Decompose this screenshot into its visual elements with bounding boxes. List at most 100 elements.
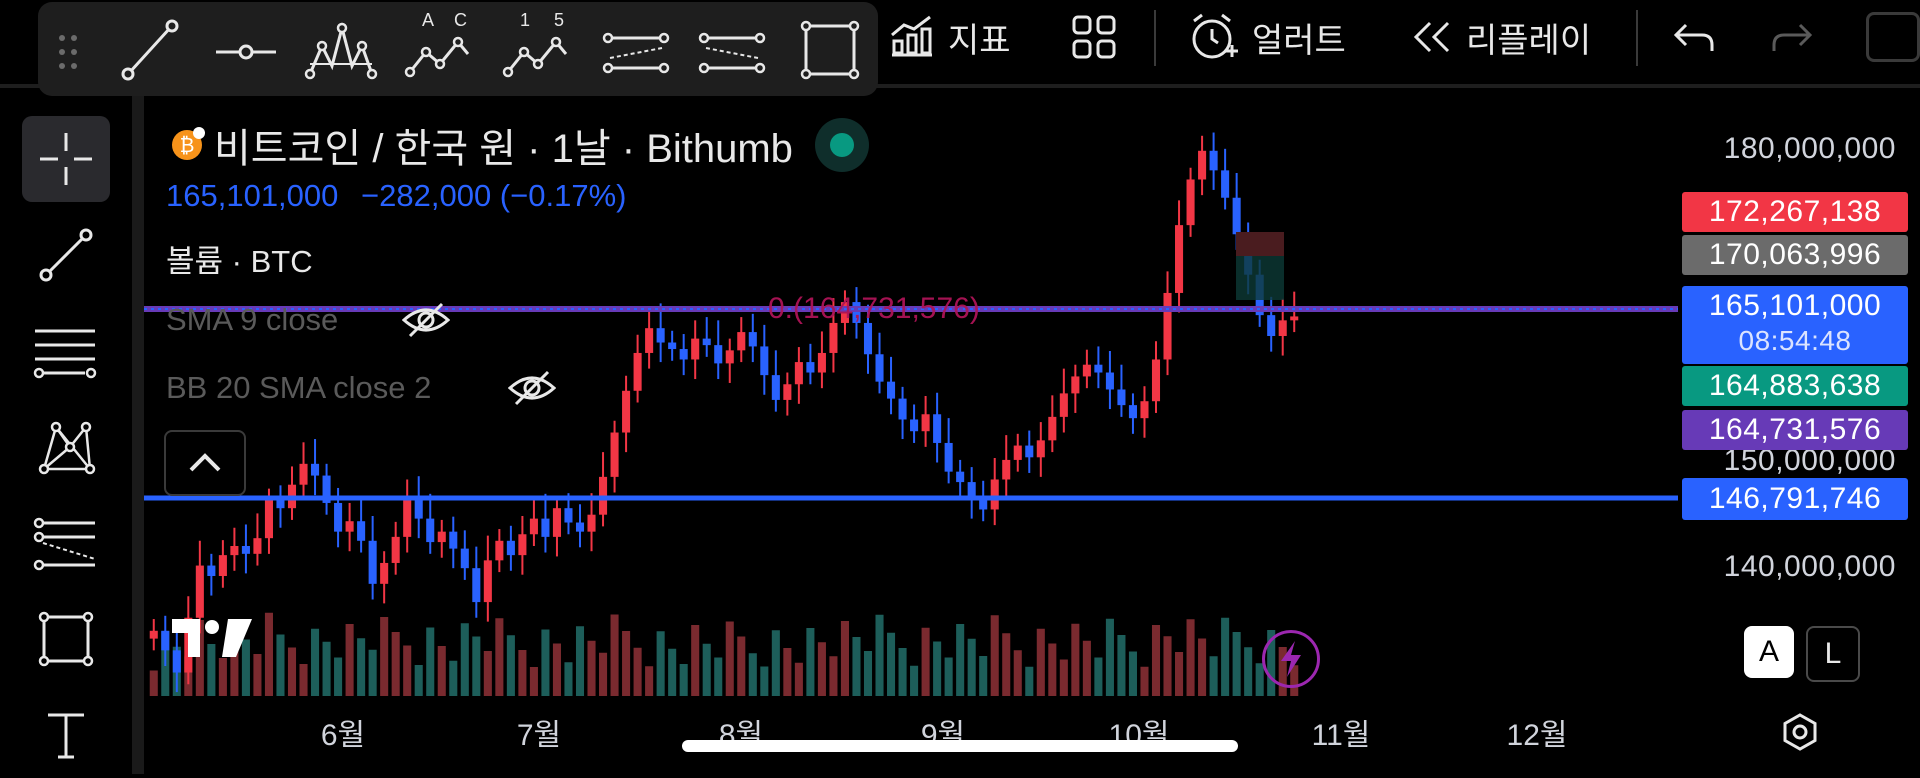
candles [149, 132, 1299, 693]
candle-body [380, 562, 389, 584]
price-tag-sma[interactable]: 164,731,576 [1682, 410, 1908, 450]
candle-body [299, 463, 308, 485]
volume-bar [575, 626, 585, 696]
undo-button[interactable] [1672, 12, 1716, 62]
crosshair-icon [40, 133, 92, 185]
rectangle-tool[interactable] [22, 596, 110, 682]
candle-body [276, 500, 285, 509]
bitcoin-logo-icon: ₿ [172, 127, 205, 160]
market-open-dot-icon [829, 133, 854, 157]
volume-bar [1071, 623, 1080, 696]
prediction-tool[interactable] [22, 500, 110, 586]
elliott-wave-tool[interactable]: 1 5 [498, 10, 574, 84]
volume-bar [944, 657, 953, 696]
market-status[interactable] [814, 118, 869, 172]
sma-legend[interactable]: SMA 9 close [166, 302, 339, 337]
volume-bar [1186, 619, 1195, 696]
elliott-wave-icon [502, 36, 568, 78]
candle-body [863, 322, 873, 355]
volume-bar [1128, 651, 1137, 696]
candle-body [840, 302, 849, 323]
volume-bar [863, 651, 873, 696]
horizontal-line-icon [216, 44, 276, 60]
regression-trend-tool[interactable] [694, 16, 770, 84]
divider [0, 84, 1920, 88]
volume-bar [806, 628, 815, 696]
divider [1154, 10, 1156, 66]
candlestick-chart[interactable] [144, 96, 1678, 696]
candle-body [460, 548, 469, 569]
tradingview-logo[interactable] [170, 615, 254, 661]
auto-scale-button[interactable]: A [1744, 626, 1794, 678]
xabcd-pattern-icon [38, 421, 96, 475]
horizontal-ray-tool[interactable] [208, 16, 284, 84]
candle-body [506, 540, 515, 556]
layout-button[interactable] [1070, 12, 1118, 62]
eye-crossed-icon[interactable] [508, 368, 556, 408]
trend-line-icon [121, 19, 179, 81]
quick-actions-button[interactable] [1262, 630, 1320, 688]
candle-body [806, 362, 815, 373]
candle-body [218, 555, 227, 576]
rewind-icon [1413, 21, 1450, 53]
position-stop-zone[interactable] [1236, 232, 1284, 256]
candle-body [195, 565, 204, 618]
volume-bar [1175, 652, 1184, 696]
volume-bar [1151, 625, 1161, 696]
text-tool[interactable] [22, 692, 110, 778]
wave-label-1: 1 [520, 10, 531, 30]
crosshair-tool[interactable] [22, 116, 110, 202]
position-target-zone[interactable] [1236, 256, 1284, 300]
volume-bar [840, 621, 849, 696]
volume-bar [656, 631, 665, 696]
volume-bar [230, 623, 239, 696]
indicators-button[interactable]: 지표 [888, 12, 1011, 62]
alarm-clock-plus-icon [1192, 13, 1238, 59]
drag-handle-icon[interactable] [56, 32, 80, 72]
volume-bar [1105, 618, 1114, 696]
volume-bar [1232, 632, 1241, 696]
bb-legend[interactable]: BB 20 SMA close 2 [166, 370, 432, 405]
rectangle-tool[interactable] [792, 16, 868, 84]
rectangle-icon [38, 611, 94, 667]
text-icon [48, 713, 84, 759]
symbol-title[interactable]: ₿ 비트코인 / 한국 원 · 1날 · Bithumb [168, 116, 869, 174]
collapse-legend-button[interactable] [164, 430, 246, 496]
price-tag-support[interactable]: 146,791,746 [1682, 478, 1908, 520]
trend-line-tool[interactable] [112, 16, 188, 84]
candle-body [541, 518, 550, 537]
volume-bar [760, 666, 769, 696]
log-scale-button[interactable]: L [1806, 626, 1860, 682]
parallel-channel-tool[interactable] [598, 16, 674, 84]
replay-label: 리플레이 [1466, 21, 1592, 60]
volume-bar [460, 623, 469, 696]
candle-body [391, 536, 400, 563]
head-shoulders-tool[interactable] [302, 16, 378, 84]
redo-button[interactable] [1770, 12, 1814, 62]
volume-bar [322, 641, 331, 696]
chart-pane[interactable]: 0.(164,731,576) [144, 96, 1678, 764]
pattern-label-c: C [454, 10, 467, 30]
candle-body [944, 442, 953, 472]
volume-bar [529, 667, 538, 696]
candle-body [852, 302, 861, 323]
price-tag-high[interactable]: 172,267,138 [1682, 192, 1908, 232]
fullscreen-button[interactable] [1866, 12, 1920, 62]
fib-retracement-tool[interactable] [22, 308, 110, 394]
volume-bar [218, 658, 227, 696]
volume-bar [725, 621, 734, 696]
price-tag-grey[interactable]: 170,063,996 [1682, 235, 1908, 275]
alert-label: 얼러트 [1252, 21, 1346, 60]
replay-button[interactable]: 리플레이 [1410, 12, 1591, 62]
eye-crossed-icon[interactable] [402, 300, 450, 340]
volume-bar [541, 629, 550, 696]
price-tag-green[interactable]: 164,883,638 [1682, 366, 1908, 406]
alert-button[interactable]: 얼러트 [1188, 12, 1346, 62]
pattern-tool[interactable] [22, 404, 110, 490]
volume-bar [253, 654, 262, 696]
abcd-pattern-tool[interactable]: A C [400, 10, 476, 84]
settings-hexagon-icon[interactable] [1780, 712, 1820, 752]
price-tag-last[interactable]: 165,101,000 08:54:48 [1682, 286, 1908, 364]
trend-line-tool[interactable] [22, 212, 110, 298]
volume-legend[interactable]: 볼륨 · BTC [166, 244, 313, 279]
